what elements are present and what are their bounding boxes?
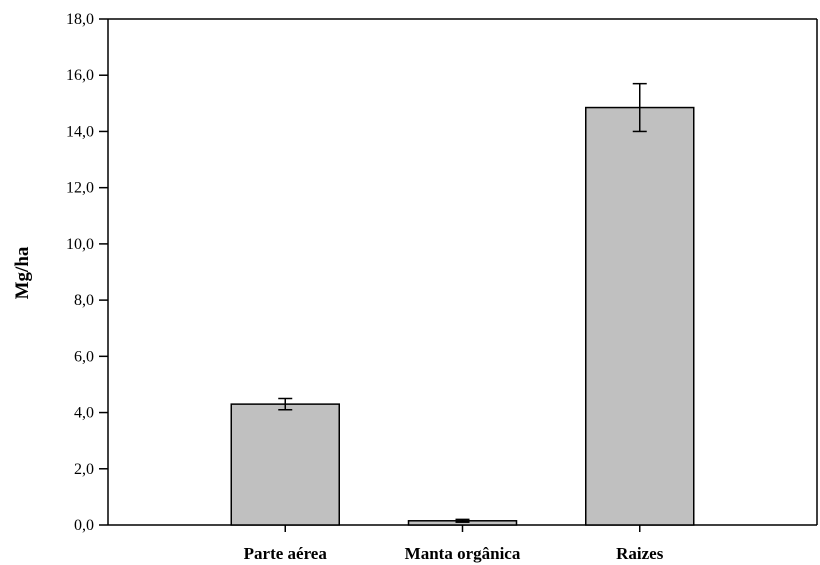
y-tick-label: 0,0 bbox=[74, 517, 94, 534]
x-axis: Parte aérea Manta orgânica Raizes bbox=[108, 524, 817, 563]
error-bars bbox=[278, 82, 647, 523]
y-axis: 0,0 2,0 4,0 6,0 8,0 10,0 12,0 14,0 16,0 18,0 bbox=[66, 11, 818, 534]
y-tick-label: 12,0 bbox=[66, 180, 94, 197]
y-tick-label: 8,0 bbox=[74, 292, 94, 309]
y-tick-label: 4,0 bbox=[74, 405, 94, 422]
x-tick-label: Manta orgânica bbox=[405, 544, 521, 563]
bar bbox=[230, 403, 340, 526]
y-tick-label: 18,0 bbox=[66, 11, 94, 28]
y-tick-label: 16,0 bbox=[66, 67, 94, 84]
y-tick-label: 6,0 bbox=[74, 348, 94, 365]
y-tick-label: 2,0 bbox=[74, 461, 94, 478]
y-axis-title: Mg/ha bbox=[12, 246, 33, 299]
x-tick-label: Parte aérea bbox=[244, 544, 328, 563]
x-tick-label: Raizes bbox=[616, 544, 664, 563]
bar bbox=[585, 106, 695, 526]
y-tick-label: 14,0 bbox=[66, 123, 94, 140]
y-tick-label: 10,0 bbox=[66, 236, 94, 253]
bars bbox=[230, 106, 695, 526]
